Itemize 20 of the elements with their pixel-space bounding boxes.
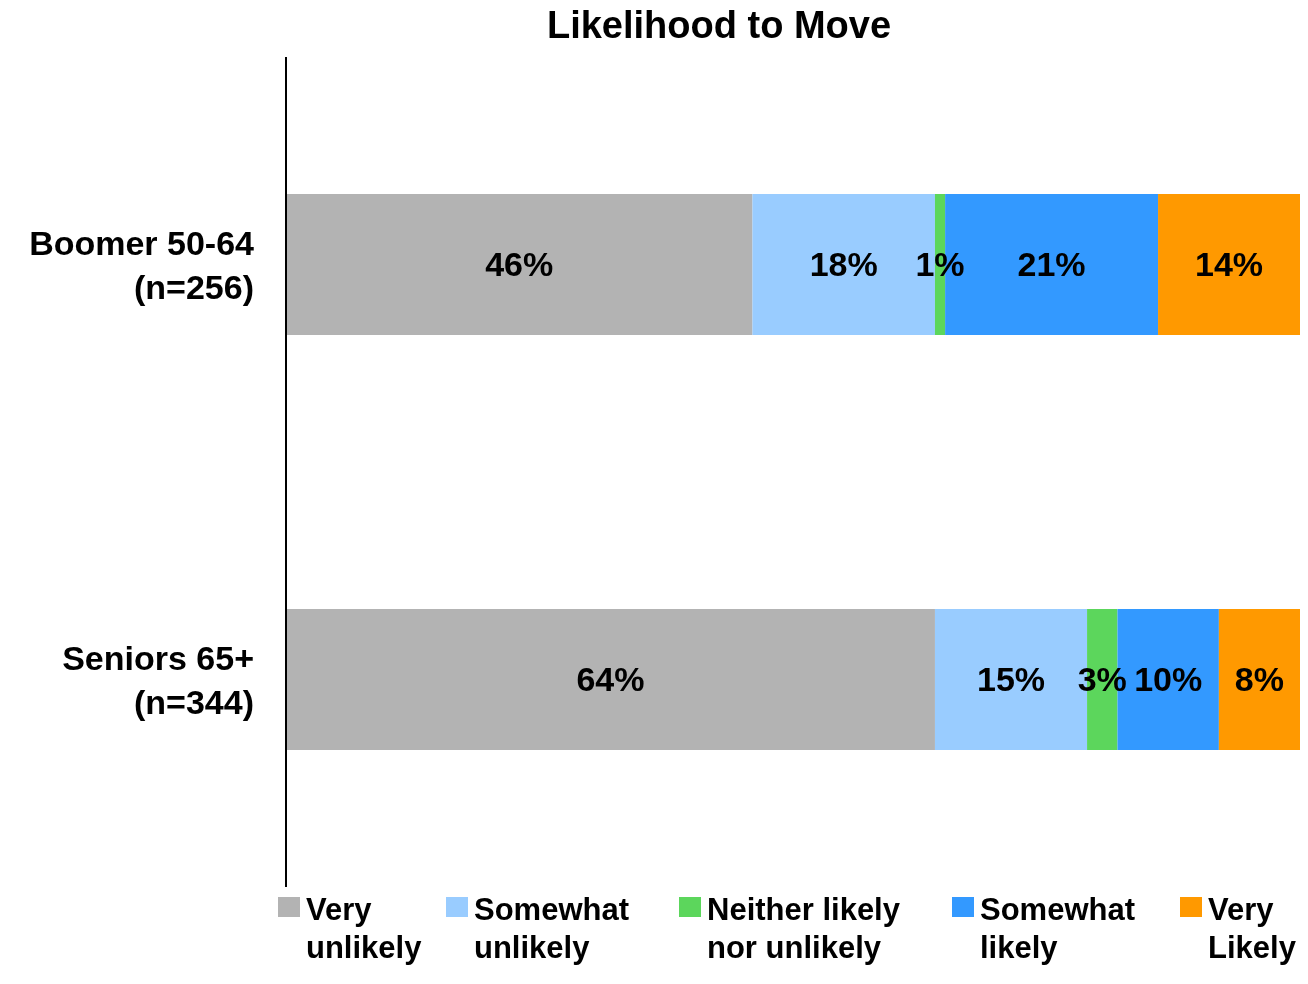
legend-label: Very unlikely: [306, 891, 423, 967]
legend-label: Somewhat unlikely: [474, 891, 631, 967]
bar: [1218, 608, 1300, 750]
bar: [286, 608, 935, 750]
bar: [1158, 193, 1300, 335]
data-label: 10%: [1134, 660, 1203, 699]
legend-label: Very Likely: [1208, 891, 1297, 967]
legend-label: Neither likely nor unlikely: [707, 891, 901, 967]
y-tick-label: Boomer 50-64 (n=256): [29, 223, 255, 306]
y-tick-label: Seniors 65+ (n=344): [62, 638, 254, 721]
chart-title: Likelihood to Move: [545, 4, 893, 47]
data-label: 15%: [976, 660, 1046, 699]
data-label: 8%: [1234, 660, 1285, 699]
data-label: 21%: [1017, 245, 1086, 284]
data-label: 46%: [485, 245, 554, 284]
data-label: 64%: [576, 660, 645, 699]
data-label: 18%: [809, 245, 878, 284]
legend-label: Somewhat likely: [980, 891, 1137, 967]
data-label: 14%: [1194, 245, 1264, 284]
bar: [286, 193, 753, 335]
